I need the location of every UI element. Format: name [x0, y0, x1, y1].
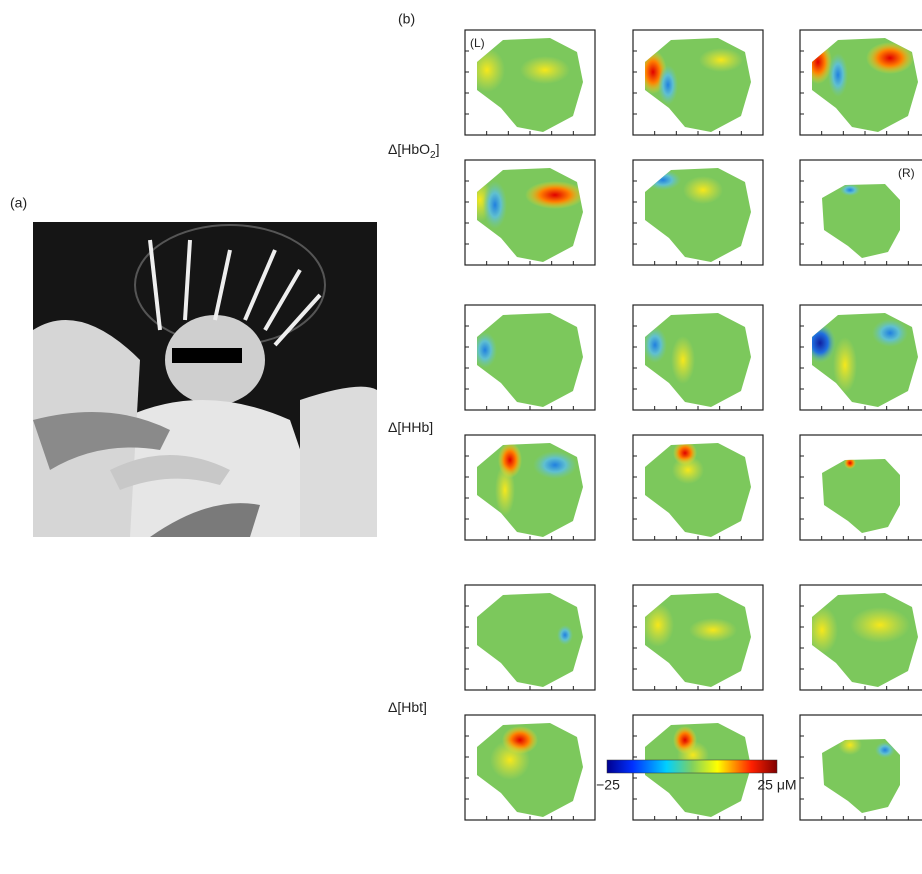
heatmap-spot — [840, 184, 860, 196]
heatmap-panel — [465, 715, 595, 820]
heatmap-spot — [804, 323, 836, 363]
heatmap — [633, 585, 763, 690]
heatmap-spot — [557, 625, 573, 645]
heatmap-panel — [465, 160, 595, 265]
heatmap-spot — [689, 618, 737, 642]
heatmap-panel — [800, 30, 922, 135]
heatmap-spot — [495, 464, 515, 516]
heatmap-panel — [633, 160, 763, 265]
heatmap-spot — [866, 42, 914, 74]
row-label-close: ] — [436, 141, 440, 157]
heatmap-spot — [658, 65, 678, 105]
heatmap — [800, 30, 922, 135]
row-label: Δ[Hbt] — [388, 699, 427, 715]
heatmap-spot — [672, 456, 704, 484]
panel-b-label: (b) — [398, 11, 415, 27]
row-label-text: Δ[HbO — [388, 141, 430, 157]
heatmap-spot — [643, 327, 667, 363]
heatmap-base — [465, 435, 595, 540]
heatmap-spot — [683, 176, 723, 204]
heatmap — [633, 160, 763, 265]
heatmap-panel — [465, 435, 595, 540]
heatmap-spot — [520, 56, 570, 84]
heatmap-spot — [838, 735, 862, 755]
heatmap-spot — [875, 742, 895, 758]
heatmap — [800, 305, 922, 410]
colorbar-min: −25 — [596, 777, 620, 793]
row-label: Δ[HHb] — [388, 419, 433, 435]
heatmap-spot — [806, 606, 838, 654]
heatmap-spot — [844, 457, 856, 469]
page: (a) (b) Δ[HbO2] Δ[HHb] Δ[Hbt] −25 25 μM (L… — [0, 0, 922, 874]
heatmap — [633, 305, 763, 410]
heatmap-spot — [473, 332, 497, 368]
left-marker: (L) — [470, 36, 485, 50]
right-marker: (R) — [898, 166, 915, 180]
heatmap-spot — [525, 181, 585, 209]
heatmap-spot — [483, 181, 507, 229]
heatmap-panel — [633, 30, 763, 135]
heatmap — [465, 435, 595, 540]
heatmap-base — [633, 435, 763, 540]
heatmap-panel — [800, 435, 922, 540]
heatmap-panel — [800, 305, 922, 410]
heatmap-panel — [633, 305, 763, 410]
row-label: Δ[HbO2] — [388, 141, 439, 161]
heatmap-base — [633, 160, 763, 265]
heatmap-spot — [804, 40, 832, 84]
heatmap-spot — [490, 740, 530, 780]
heatmap-panel — [465, 305, 595, 410]
heatmap-spot — [850, 607, 910, 643]
heatmap-panel — [465, 585, 595, 690]
row-label-text: Δ[HHb] — [388, 419, 433, 435]
figure: (a) (b) Δ[HbO2] Δ[HHb] Δ[Hbt] −25 25 μM (L… — [0, 0, 922, 874]
heatmap — [465, 305, 595, 410]
heatmap-spot — [533, 451, 577, 479]
colorbar-max: 25 μM — [757, 777, 796, 793]
heatmap-panel — [633, 585, 763, 690]
heatmap-base — [800, 715, 922, 820]
heatmap — [465, 585, 595, 690]
heatmap — [633, 435, 763, 540]
row-label-text: Δ[Hbt] — [388, 699, 427, 715]
heatmap-spot — [828, 53, 848, 97]
heatmap-spot — [872, 319, 908, 347]
heatmap — [465, 715, 595, 820]
heatmap-spot — [642, 603, 674, 647]
colorbar — [607, 760, 777, 773]
heatmap — [800, 585, 922, 690]
heatmap — [800, 715, 922, 820]
heatmap-panel — [633, 435, 763, 540]
heatmap-spot — [699, 48, 743, 72]
panel-a-label: (a) — [10, 195, 27, 211]
heatmap-panel — [800, 715, 922, 820]
heatmap — [633, 30, 763, 135]
heatmap-spot — [645, 170, 681, 190]
heatmap-panel — [800, 585, 922, 690]
heatmap-base — [465, 585, 595, 690]
heatmap-spot — [671, 336, 695, 384]
heatmap — [465, 160, 595, 265]
heatmap-spot — [469, 48, 505, 92]
photo — [33, 222, 377, 537]
heatmap-spot — [833, 337, 857, 393]
heatmap — [800, 435, 922, 540]
heatmap-base — [800, 435, 922, 540]
